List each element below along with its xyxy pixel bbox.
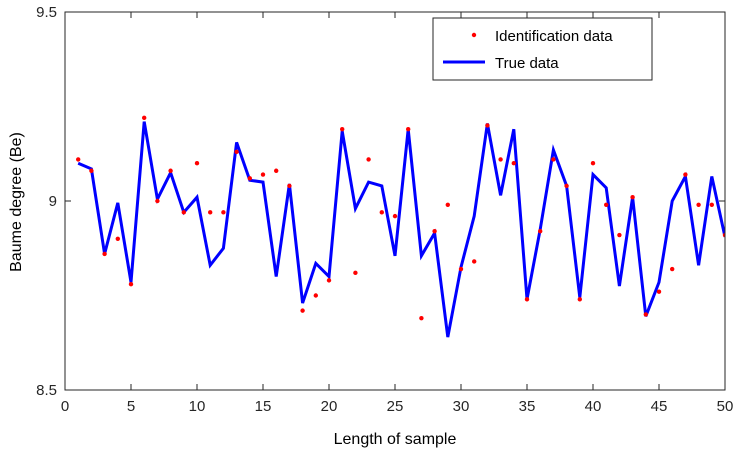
identification-data-point [379, 210, 384, 215]
x-tick-label: 10 [189, 398, 206, 415]
identification-data-point [656, 289, 662, 294]
identification-data-point [445, 202, 450, 207]
identification-data-point [300, 308, 305, 313]
identification-data-point [538, 229, 543, 234]
identification-data-point [340, 126, 345, 132]
identification-data-point [511, 161, 516, 166]
identification-data-point [115, 236, 121, 241]
identification-data-point [208, 210, 213, 215]
identification-data-point [142, 115, 147, 121]
y-tick-label: 9.5 [36, 4, 57, 21]
identification-data-point [221, 210, 226, 215]
identification-data-point [392, 213, 398, 219]
x-tick-label: 0 [61, 398, 69, 415]
x-tick-label: 15 [255, 398, 272, 415]
identification-data-point [419, 315, 424, 321]
identification-data-point [524, 297, 530, 302]
x-tick-label: 35 [519, 398, 536, 415]
identification-data-point [643, 312, 648, 317]
x-tick-label: 25 [387, 398, 404, 415]
y-tick-label: 8.5 [36, 382, 57, 399]
identification-data-point [287, 183, 292, 189]
identification-data-point [551, 157, 556, 162]
identification-data-point [577, 297, 582, 302]
identification-data-point [630, 195, 635, 200]
identification-data-point [617, 232, 622, 238]
x-tick-label: 40 [585, 398, 602, 415]
plot-area [76, 115, 725, 338]
identification-data-point [683, 172, 688, 177]
identification-data-point [485, 123, 490, 128]
y-axis-label: Baume degree (Be) [8, 132, 25, 272]
identification-data-point [670, 266, 675, 272]
identification-data-point [260, 172, 266, 177]
identification-data-point [590, 161, 596, 166]
legend: Identification data True data [432, 17, 653, 81]
identification-data-point [722, 232, 725, 238]
identification-data-point [353, 270, 358, 276]
identification-data-point [696, 202, 701, 207]
true-data-line [77, 121, 725, 338]
identification-data-point [247, 176, 252, 181]
identification-data-point [366, 157, 371, 162]
identification-data-point [313, 293, 318, 298]
x-axis-label: Length of sample [334, 431, 457, 448]
identification-data-point [155, 198, 160, 204]
x-tick-label: 30 [453, 398, 470, 415]
identification-data-point [564, 183, 569, 189]
identification-data-point [326, 278, 332, 283]
ticks: 0 5 10 15 20 25 30 35 40 45 50 8.5 9 9.5 [36, 4, 733, 415]
identification-data-point [709, 202, 714, 207]
legend-marker-identification [471, 32, 477, 38]
y-tick-label: 9 [49, 193, 57, 210]
identification-data-point [76, 157, 81, 162]
identification-data-point [234, 149, 239, 155]
identification-data-point [194, 161, 200, 166]
identification-data-point [406, 126, 411, 132]
identification-data-point [181, 210, 186, 215]
identification-data-point [128, 281, 134, 287]
x-tick-label: 20 [321, 398, 338, 415]
identification-data-point [102, 251, 107, 257]
identification-data-point [472, 259, 477, 264]
legend-label-identification: Identification data [495, 28, 613, 45]
identification-data-point [274, 168, 279, 173]
legend-box [432, 17, 653, 81]
series-layer [76, 115, 725, 338]
x-tick-label: 5 [127, 398, 135, 415]
identification-data-point [89, 168, 94, 173]
identification-data-point [604, 202, 609, 207]
x-tick-label: 50 [717, 398, 734, 415]
legend-label-true-data: True data [495, 55, 559, 72]
x-tick-label: 45 [651, 398, 668, 415]
identification-data-point [432, 229, 437, 234]
identification-data-point [498, 157, 503, 162]
identification-data-point [458, 266, 464, 272]
identification-data-point [168, 168, 173, 173]
